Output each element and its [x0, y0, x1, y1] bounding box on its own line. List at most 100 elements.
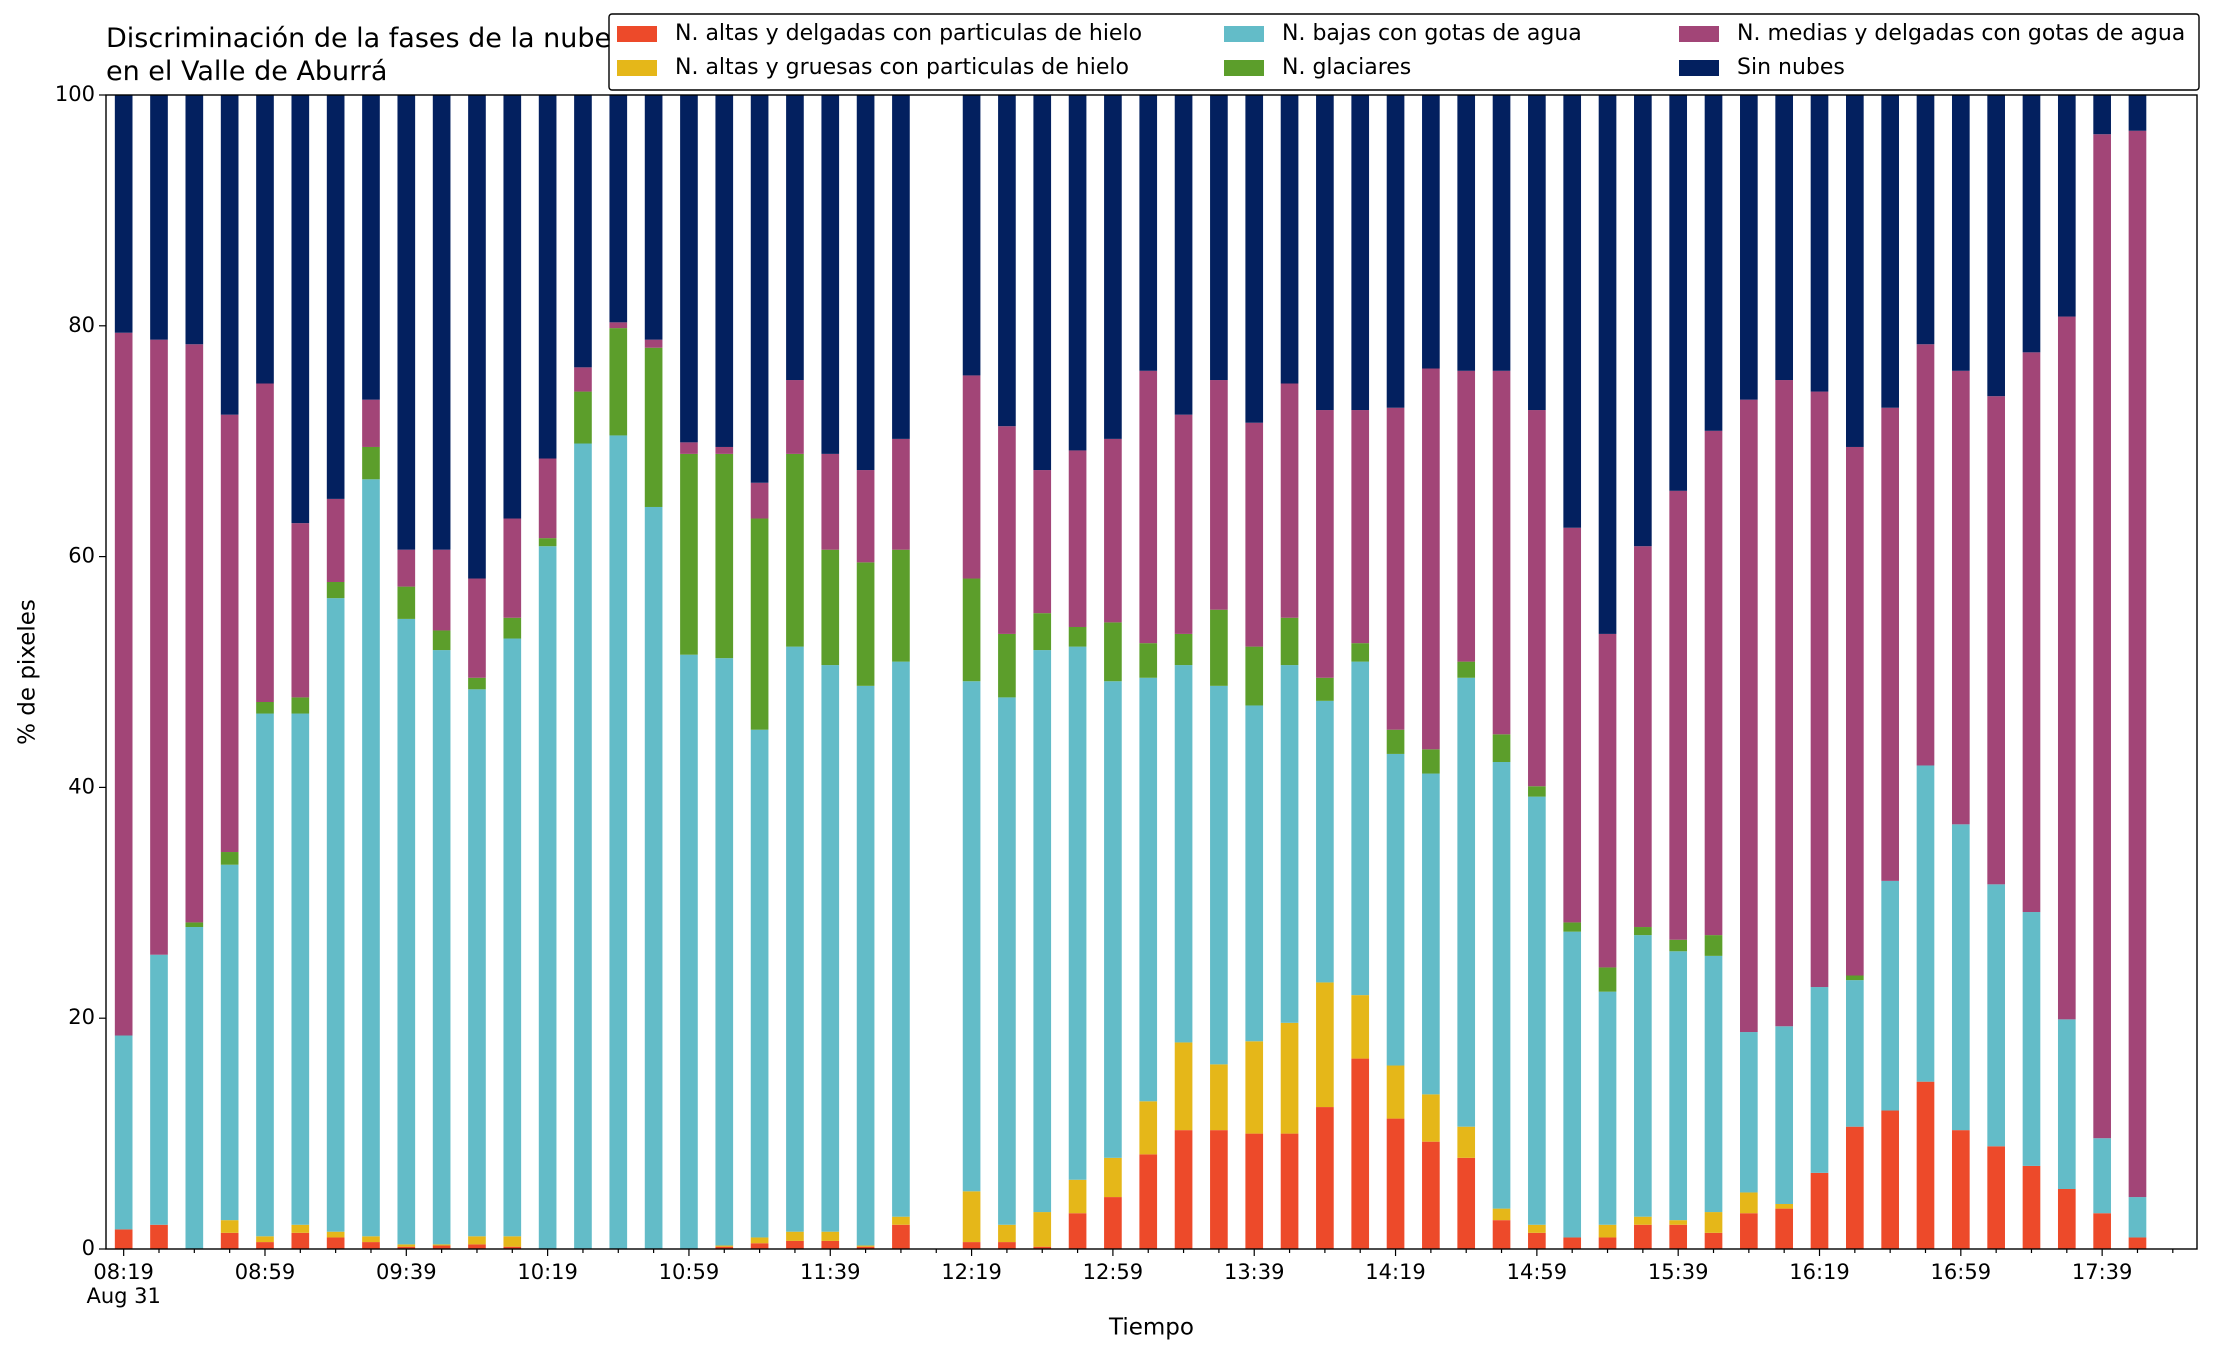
bar-segment — [1598, 633, 1617, 968]
bar-segment — [432, 549, 451, 631]
bar-segment — [1740, 1032, 1758, 1193]
bar-segment — [114, 332, 133, 1036]
bar-segment — [1528, 410, 1546, 787]
bar-segment — [1775, 1203, 1794, 1209]
bar-segment — [114, 95, 133, 333]
bar-segment — [1881, 95, 1899, 408]
bar-segment — [185, 927, 204, 1249]
bar-segment — [1104, 681, 1122, 1158]
bar-segment — [892, 1216, 910, 1225]
y-tick-label: 40 — [68, 774, 95, 798]
bar-segment — [750, 1237, 769, 1244]
bar-segment — [1139, 370, 1158, 644]
bar-segment — [821, 549, 840, 666]
bar-segment — [644, 506, 663, 1249]
bar-segment — [1104, 622, 1122, 682]
bar-segment — [1704, 95, 1723, 431]
bar-segment — [2057, 1188, 2076, 1249]
bar-segment — [715, 453, 734, 659]
bar-segment — [503, 518, 522, 618]
bar-segment — [256, 713, 274, 1237]
bar-segment — [432, 1245, 451, 1249]
bar-segment — [432, 630, 451, 651]
bar-segment — [1669, 95, 1688, 491]
bar-segment — [1563, 95, 1582, 528]
x-tick-label: 08:59 — [235, 1260, 296, 1284]
bar-segment — [538, 458, 557, 539]
bar-segment — [998, 95, 1016, 427]
bar-segment — [1492, 95, 1511, 371]
bar-segment — [362, 95, 380, 400]
bar-segment — [1316, 700, 1334, 983]
bar-segment — [1139, 643, 1158, 678]
bar-segment — [185, 344, 204, 923]
bar-segment — [1528, 796, 1546, 1225]
bar-segment — [291, 523, 310, 698]
bar-segment — [750, 729, 769, 1238]
bar-segment — [786, 380, 804, 454]
legend-label: N. glaciares — [1282, 55, 1411, 80]
bar-segment — [1775, 380, 1794, 1027]
bar-segment — [1528, 1232, 1546, 1249]
bar-segment — [1245, 705, 1264, 1042]
bar-segment — [220, 414, 239, 853]
x-tick-label: 13:39 — [1224, 1260, 1285, 1284]
bar-segment — [962, 1191, 981, 1243]
y-axis-label: % de pixeles — [15, 599, 41, 745]
bar-segment — [1033, 1246, 1052, 1249]
bar-segment — [256, 702, 274, 714]
bar-segment — [150, 339, 168, 955]
bar-segment — [1316, 1107, 1334, 1249]
bar-segment — [1563, 527, 1582, 923]
bar-segment — [1528, 786, 1546, 797]
bar-segment — [468, 677, 486, 690]
bar-segment — [821, 453, 840, 550]
bar-segment — [1951, 95, 1970, 371]
bar-segment — [362, 1242, 380, 1249]
bar-segment — [2128, 95, 2147, 131]
bar-segment — [2022, 912, 2041, 1166]
bar-segment — [821, 1240, 840, 1249]
bar-segment — [1210, 609, 1228, 686]
bar-segment — [1422, 1094, 1440, 1142]
bar-segment — [397, 95, 416, 550]
bar-segment — [220, 852, 239, 865]
bar-segment — [1174, 1042, 1193, 1131]
bar-segment — [326, 581, 345, 599]
bar-segment — [256, 1236, 274, 1243]
bar-segment — [750, 95, 769, 483]
bar-segment — [962, 681, 981, 1192]
bar-segment — [362, 446, 380, 480]
bar-segment — [503, 638, 522, 1237]
bar-segment — [1280, 617, 1299, 666]
bar-segment — [185, 922, 204, 928]
bar-segment — [1033, 613, 1052, 651]
bar-segment — [1810, 95, 1829, 392]
bar-segment — [468, 689, 486, 1237]
bar-segment — [750, 482, 769, 519]
bar-segment — [856, 95, 875, 471]
bar-segment — [397, 586, 416, 619]
bar-segment — [1775, 1208, 1794, 1249]
bar-segment — [1951, 1130, 1970, 1249]
legend-label: N. altas y delgadas con particulas de hi… — [675, 21, 1142, 46]
bar-segment — [1987, 1146, 2005, 1249]
bar-segment — [1881, 880, 1899, 1111]
bar-segment — [1351, 410, 1370, 644]
bar-segment — [1174, 95, 1193, 415]
bar-segment — [1068, 450, 1087, 627]
bar-segment — [1492, 1208, 1511, 1221]
chart-title: Discriminación de la fases de la nube en… — [106, 23, 612, 87]
bar-segment — [503, 1246, 522, 1249]
bar-segment — [715, 1246, 734, 1249]
bar-segment — [1457, 95, 1476, 371]
bar-segment — [821, 665, 840, 1232]
bar-segment — [1280, 1022, 1299, 1134]
bar-segment — [468, 578, 486, 678]
bar-segment — [1704, 430, 1723, 936]
bar-segment — [1351, 661, 1370, 996]
bar-segment — [1669, 490, 1688, 940]
x-axis-label: Tiempo — [1108, 1315, 1194, 1341]
bar-segment — [892, 549, 910, 662]
